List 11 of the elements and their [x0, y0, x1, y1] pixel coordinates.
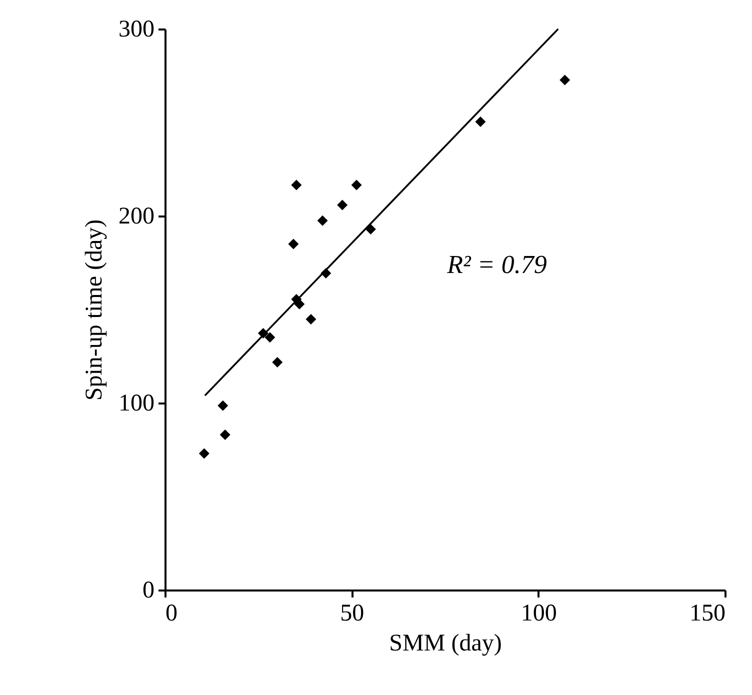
x-tick-label: 100 [520, 600, 557, 626]
y-tick-label: 0 [142, 578, 154, 604]
x-tick-label: 50 [340, 600, 364, 626]
x-tick-label: 0 [166, 600, 178, 626]
y-tick-label: 100 [118, 390, 154, 416]
y-axis-title: Spin-up time (day) [82, 219, 108, 401]
annotation: R² = 0.79 [446, 250, 547, 279]
y-tick-label: 200 [118, 204, 154, 230]
x-tick-label: 150 [690, 600, 726, 626]
x-axis-title: SMM (day) [389, 630, 502, 656]
y-tick-label: 300 [118, 16, 154, 42]
